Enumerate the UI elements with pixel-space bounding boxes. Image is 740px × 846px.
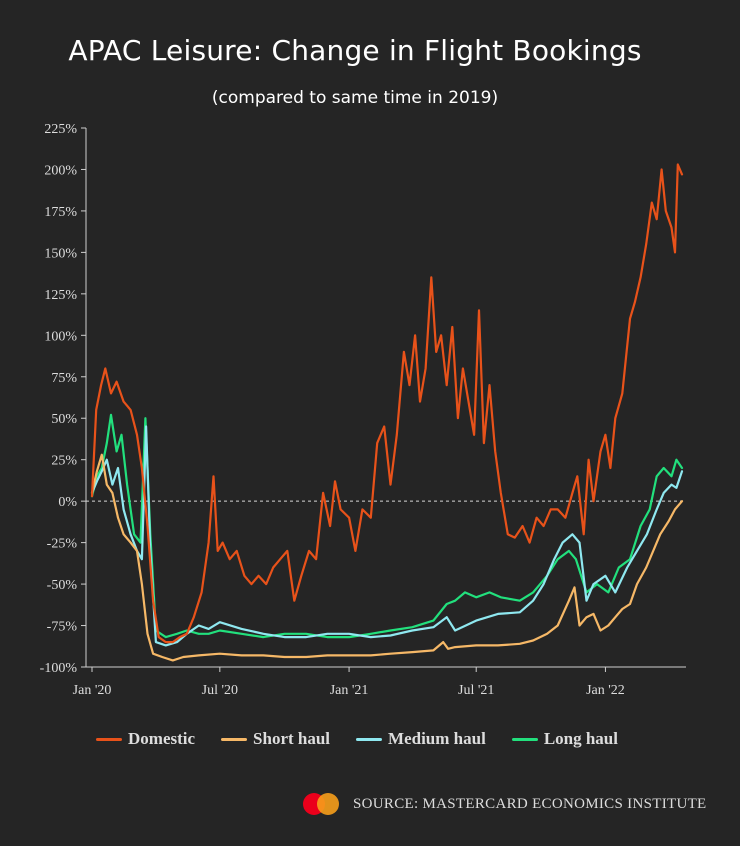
- legend-swatch: [356, 737, 383, 741]
- legend-swatch: [96, 737, 122, 741]
- chart-legend: Domestic Short haul Medium haul Long haul: [96, 729, 644, 749]
- legend-item-domestic: Domestic: [96, 729, 195, 749]
- series-line-short-haul: [90, 453, 684, 662]
- y-tick-label: -50%: [47, 578, 78, 593]
- chart-title: APAC Leisure: Change in Flight Bookings: [68, 34, 642, 67]
- series-line-medium-haul: [90, 425, 684, 647]
- x-tick-label: Jul '21: [458, 683, 494, 698]
- source-text: SOURCE: MASTERCARD ECONOMICS INSTITUTE: [353, 795, 707, 812]
- y-tick-label: -100%: [40, 661, 78, 676]
- chart-subtitle: (compared to same time in 2019): [211, 88, 499, 108]
- y-tick-label: 25%: [51, 454, 77, 469]
- legend-label: Medium haul: [388, 729, 486, 748]
- x-tick-label: Jan '22: [586, 683, 625, 698]
- legend-item-medium-haul: Medium haul: [356, 729, 486, 749]
- mastercard-logo-icon: [303, 793, 343, 815]
- legend-item-short-haul: Short haul: [221, 729, 330, 749]
- y-tick-label: 150%: [44, 246, 77, 261]
- y-tick-label: 50%: [51, 412, 77, 427]
- legend-label: Domestic: [128, 729, 196, 748]
- x-tick-label: Jan '20: [73, 683, 112, 698]
- y-tick-label: 225%: [44, 122, 77, 137]
- legend-swatch: [221, 737, 248, 741]
- y-tick-label: 125%: [44, 288, 77, 303]
- y-tick-label: -25%: [47, 537, 78, 552]
- source-attribution: SOURCE: MASTERCARD ECONOMICS INSTITUTE: [303, 793, 707, 815]
- legend-label: Short haul: [253, 729, 331, 748]
- series-line-long-haul: [90, 413, 684, 639]
- x-tick-label: Jul '20: [202, 683, 238, 698]
- y-tick-label: 100%: [44, 329, 77, 344]
- y-tick-label: 0%: [58, 495, 77, 510]
- legend-label: Long haul: [543, 729, 618, 748]
- legend-item-long-haul: Long haul: [511, 729, 618, 749]
- y-tick-label: 175%: [44, 205, 77, 220]
- series-line-domestic: [90, 163, 684, 644]
- x-tick-label: Jan '21: [330, 683, 369, 698]
- legend-swatch: [511, 737, 538, 741]
- y-tick-label: 75%: [51, 371, 77, 386]
- y-tick-label: 200%: [44, 163, 77, 178]
- y-tick-label: -75%: [47, 620, 78, 635]
